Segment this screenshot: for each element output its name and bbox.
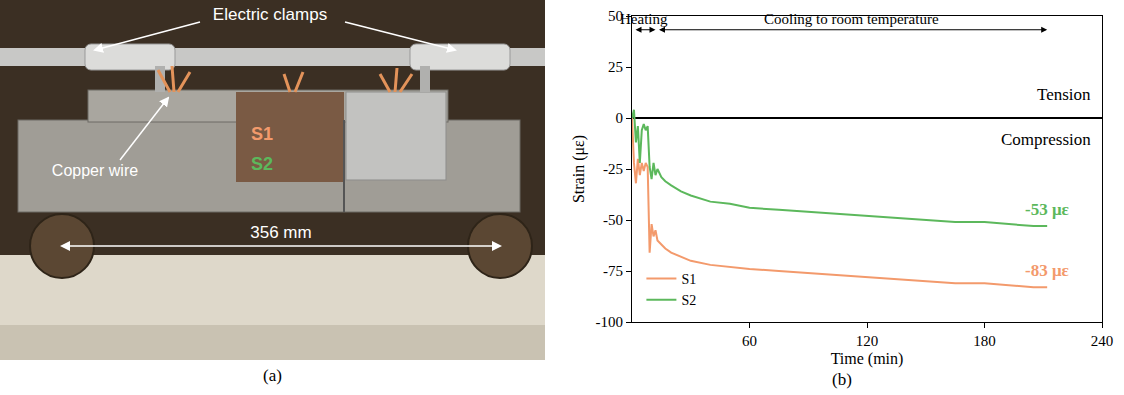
svg-text:Copper wire: Copper wire: [52, 162, 138, 179]
html-text:(a): (a): [263, 366, 282, 385]
svg-text:180: 180: [973, 333, 996, 349]
svg-text:Strain (με): Strain (με): [570, 135, 588, 203]
html-text:(b): (b): [832, 370, 852, 389]
svg-text:Compression: Compression: [1001, 130, 1091, 149]
svg-text:120: 120: [856, 333, 879, 349]
svg-text:-53 με: -53 με: [1025, 200, 1069, 219]
svg-text:-50: -50: [603, 212, 623, 228]
svg-text:S2: S2: [251, 154, 273, 174]
svg-text:-25: -25: [603, 161, 623, 177]
svg-text:-100: -100: [596, 314, 624, 330]
svg-text:Cooling to room temperature: Cooling to room temperature: [764, 11, 939, 27]
svg-text:356 mm: 356 mm: [250, 223, 311, 242]
svg-text:50: 50: [608, 8, 623, 24]
svg-text:0: 0: [616, 110, 624, 126]
svg-text:25: 25: [608, 59, 623, 75]
svg-text:S2: S2: [681, 293, 696, 308]
svg-text:Electric clamps: Electric clamps: [213, 5, 327, 24]
svg-text:Tension: Tension: [1037, 85, 1091, 104]
svg-text:-75: -75: [603, 263, 623, 279]
svg-text:S1: S1: [681, 272, 696, 287]
svg-text:S1: S1: [251, 124, 273, 144]
svg-text:-83 με: -83 με: [1025, 261, 1069, 280]
svg-text:Heating: Heating: [620, 11, 668, 27]
svg-text:60: 60: [742, 333, 757, 349]
svg-text:Time (min): Time (min): [831, 350, 904, 368]
svg-text:240: 240: [1091, 333, 1114, 349]
